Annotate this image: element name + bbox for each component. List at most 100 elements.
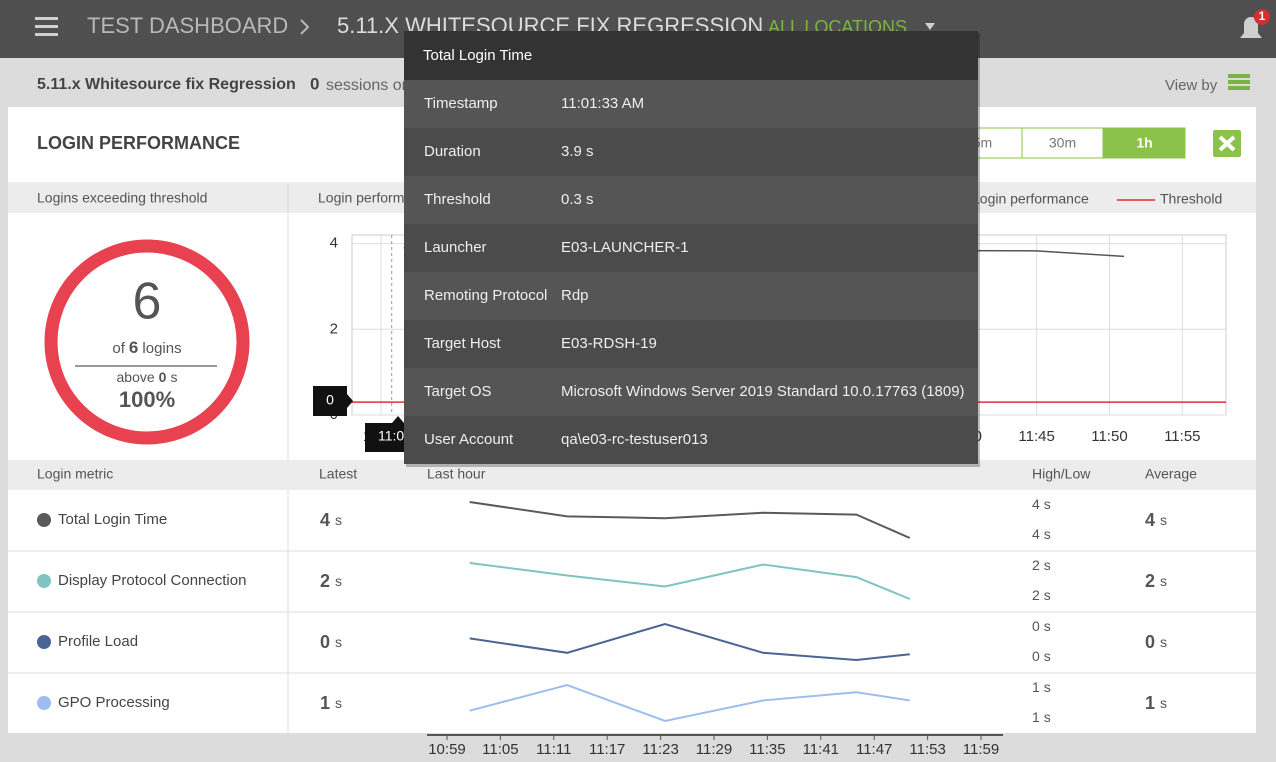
sparkline bbox=[469, 683, 910, 723]
legend-label: Login performance bbox=[972, 191, 1089, 207]
icon-bar bbox=[1228, 86, 1250, 90]
latest-number: 2 bbox=[320, 571, 330, 591]
y-tick-label: 2 bbox=[330, 320, 338, 337]
donut-arc bbox=[44, 239, 250, 445]
time-tick-label: 11:29 bbox=[696, 741, 732, 758]
unit: s bbox=[1044, 557, 1051, 573]
low-number: 1 bbox=[1032, 709, 1040, 725]
high-number: 2 bbox=[1032, 557, 1040, 573]
latest-number: 0 bbox=[320, 632, 330, 652]
logins-label: logins bbox=[142, 340, 181, 357]
range-label: 30m bbox=[1049, 135, 1076, 151]
tooltip-row bbox=[404, 80, 978, 128]
range-button[interactable] bbox=[1021, 127, 1104, 159]
tooltip-value: qa\e03-rc-testuser013 bbox=[561, 431, 708, 448]
tooltip-label: Target OS bbox=[424, 383, 492, 400]
unit: s bbox=[1044, 526, 1051, 542]
tooltip-value: 3.9 s bbox=[561, 143, 594, 160]
breadcrumb-chevron bbox=[300, 19, 310, 35]
metric-dot bbox=[37, 574, 51, 588]
dropdown-arrow bbox=[925, 23, 935, 30]
time-tick-label: 11:47 bbox=[856, 741, 892, 758]
time-tick-label: 11:53 bbox=[909, 741, 945, 758]
time-tick-label: 11:23 bbox=[642, 741, 678, 758]
tooltip-title: Total Login Time bbox=[423, 47, 532, 64]
unit: s bbox=[1160, 573, 1167, 589]
menu-icon[interactable] bbox=[35, 17, 58, 36]
metric-dot bbox=[37, 635, 51, 649]
low-number: 2 bbox=[1032, 587, 1040, 603]
y-tick-label: 4 bbox=[330, 235, 338, 252]
metric-dot bbox=[37, 513, 51, 527]
average-number: 2 bbox=[1145, 571, 1155, 591]
icon-bar bbox=[1228, 80, 1250, 84]
tooltip-row bbox=[404, 272, 978, 320]
close-icon bbox=[1218, 135, 1236, 152]
column-header: Latest bbox=[319, 466, 357, 482]
tooltip-row bbox=[404, 320, 978, 368]
average-number: 4 bbox=[1145, 510, 1155, 530]
threshold-value: 0 bbox=[159, 369, 167, 385]
tooltip-row bbox=[404, 176, 978, 224]
donut-count: 6 bbox=[133, 273, 162, 331]
unit: s bbox=[1160, 695, 1167, 711]
column-header: Average bbox=[1145, 466, 1197, 482]
hover-y-pointer bbox=[347, 394, 353, 408]
hover-y-label-box bbox=[313, 386, 347, 416]
tooltip-row bbox=[404, 368, 978, 416]
donut-total-line: of 6 logins bbox=[112, 338, 181, 357]
range-button[interactable] bbox=[1103, 127, 1186, 159]
tooltip-header bbox=[404, 31, 978, 80]
donut-heading: Logins exceeding threshold bbox=[37, 190, 207, 206]
unit: s bbox=[335, 573, 342, 589]
tooltip-label: User Account bbox=[424, 431, 514, 448]
low-number: 0 bbox=[1032, 648, 1040, 664]
tooltip-label: Target Host bbox=[424, 335, 502, 352]
metric-name: Display Protocol Connection bbox=[58, 572, 246, 589]
column-header: Last hour bbox=[427, 466, 486, 482]
icon-bar bbox=[1228, 74, 1250, 78]
table-header bbox=[8, 460, 1256, 490]
tooltip-row bbox=[404, 416, 978, 464]
column-header: High/Low bbox=[1032, 466, 1091, 482]
above-label: above bbox=[117, 369, 155, 385]
high-number: 0 bbox=[1032, 618, 1040, 634]
x-tick-label: 11:50 bbox=[1091, 428, 1127, 445]
tooltip-label: Duration bbox=[424, 143, 481, 160]
x-tick-label: 11:55 bbox=[1164, 428, 1200, 445]
list-view-icon[interactable] bbox=[1228, 74, 1250, 90]
sparkline bbox=[469, 501, 911, 539]
of-label: of bbox=[112, 340, 125, 357]
scenario-name: 5.11.x Whitesource fix Regression bbox=[37, 76, 296, 93]
unit: s bbox=[335, 695, 342, 711]
tooltip-value: 11:01:33 AM bbox=[561, 95, 644, 112]
tooltip-row bbox=[404, 224, 978, 272]
breadcrumb[interactable]: TEST DASHBOARD bbox=[87, 13, 288, 38]
donut-threshold-line: above 0 s bbox=[117, 369, 178, 385]
range-label: 1h bbox=[1136, 135, 1152, 151]
unit: s bbox=[1044, 709, 1051, 725]
unit: s bbox=[1160, 634, 1167, 650]
latest-number: 1 bbox=[320, 693, 330, 713]
high-number: 1 bbox=[1032, 679, 1040, 695]
total-count: 6 bbox=[129, 338, 138, 357]
unit: s bbox=[335, 634, 342, 650]
tooltip-value: Microsoft Windows Server 2019 Standard 1… bbox=[561, 383, 965, 400]
donut-percent: 100% bbox=[119, 387, 175, 412]
metric-name: Profile Load bbox=[58, 633, 138, 650]
metric-name: Total Login Time bbox=[58, 511, 167, 528]
view-by-label: View by bbox=[1165, 77, 1218, 94]
average-number: 0 bbox=[1145, 632, 1155, 652]
unit: s bbox=[1044, 496, 1051, 512]
time-tick-label: 11:11 bbox=[536, 741, 571, 758]
unit: s bbox=[1044, 618, 1051, 634]
time-tick-label: 10:59 bbox=[428, 741, 466, 758]
time-tick-label: 11:17 bbox=[589, 741, 625, 758]
